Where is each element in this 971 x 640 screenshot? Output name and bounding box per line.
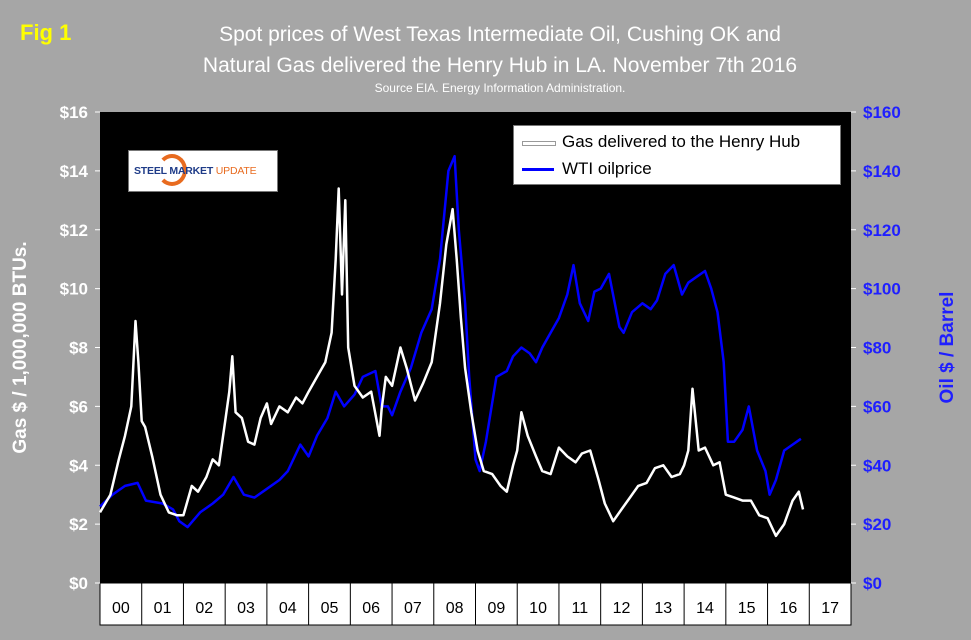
x-tick-label: 16 — [780, 600, 798, 617]
left-axis-title: Gas $ / 1,000,000 BTUs. — [10, 241, 31, 453]
x-tick-label: 17 — [821, 600, 839, 617]
steel-market-update-logo: STEEL MARKET UPDATE — [128, 150, 278, 192]
x-tick-label: 13 — [654, 600, 672, 617]
legend-label-gas: Gas delivered to the Henry Hub — [562, 132, 801, 151]
x-tick-label: 04 — [279, 600, 297, 617]
left-axis-tick-label: $2 — [69, 515, 88, 534]
left-axis-tick-label: $0 — [69, 574, 88, 593]
left-axis-tick-label: $10 — [60, 280, 88, 299]
left-axis-tick-label: $8 — [69, 339, 88, 358]
legend-swatch-gas — [522, 141, 556, 146]
x-tick-label: 15 — [738, 600, 756, 617]
left-axis-tick-label: $6 — [69, 397, 88, 416]
left-axis-tick-label: $14 — [60, 162, 89, 181]
right-axis-title: Oil $ / Barrel — [937, 292, 958, 404]
right-axis-tick-label: $60 — [863, 397, 891, 416]
x-tick-label: 03 — [237, 600, 255, 617]
logo-text: STEEL MARKET UPDATE — [134, 165, 257, 177]
legend-label-oil: WTI oilprice — [562, 159, 652, 178]
right-axis-tick-label: $0 — [863, 574, 882, 593]
series-line-oil — [99, 154, 802, 529]
right-axis-tick-label: $160 — [863, 103, 901, 122]
right-axis-tick-label: $120 — [863, 221, 901, 240]
chart-title-line-1: Spot prices of West Texas Intermediate O… — [219, 23, 781, 46]
series-line-gas — [98, 187, 805, 538]
x-tick-label: 06 — [362, 600, 380, 617]
logo-text-light: UPDATE — [215, 165, 257, 177]
x-tick-label: 08 — [446, 600, 464, 617]
left-axis-tick-label: $4 — [69, 456, 88, 475]
right-axis-tick-label: $100 — [863, 280, 901, 299]
x-tick-label: 01 — [154, 600, 172, 617]
chart-title-line-2: Natural Gas delivered the Henry Hub in L… — [202, 54, 798, 77]
x-tick-label: 11 — [572, 600, 589, 617]
right-axis-tick-label: $20 — [863, 515, 891, 534]
chart-subtitle: Source EIA. Energy Information Administr… — [374, 81, 626, 95]
x-tick-label: 12 — [613, 600, 631, 617]
x-tick-label: 00 — [112, 600, 130, 617]
logo-text-bold: STEEL MARKET — [134, 165, 214, 177]
chart-legend: Gas delivered to the Henry Hub WTI oilpr… — [513, 125, 841, 185]
left-axis-tick-label: $12 — [60, 221, 88, 240]
x-tick-label: 02 — [195, 600, 213, 617]
logo-swirl-icon — [157, 154, 187, 186]
left-axis-tick-label: $16 — [60, 103, 88, 122]
x-tick-label: 05 — [321, 600, 339, 617]
legend-swatch-oil — [522, 168, 554, 171]
x-tick-label: 10 — [529, 600, 547, 617]
right-axis-tick-label: $140 — [863, 162, 901, 181]
figure-label: Fig 1 — [20, 20, 72, 45]
x-tick-label: 09 — [487, 600, 505, 617]
x-tick-label: 07 — [404, 600, 422, 617]
right-axis-tick-label: $80 — [863, 339, 891, 358]
right-axis-tick-label: $40 — [863, 456, 891, 475]
x-tick-label: 14 — [696, 600, 714, 617]
